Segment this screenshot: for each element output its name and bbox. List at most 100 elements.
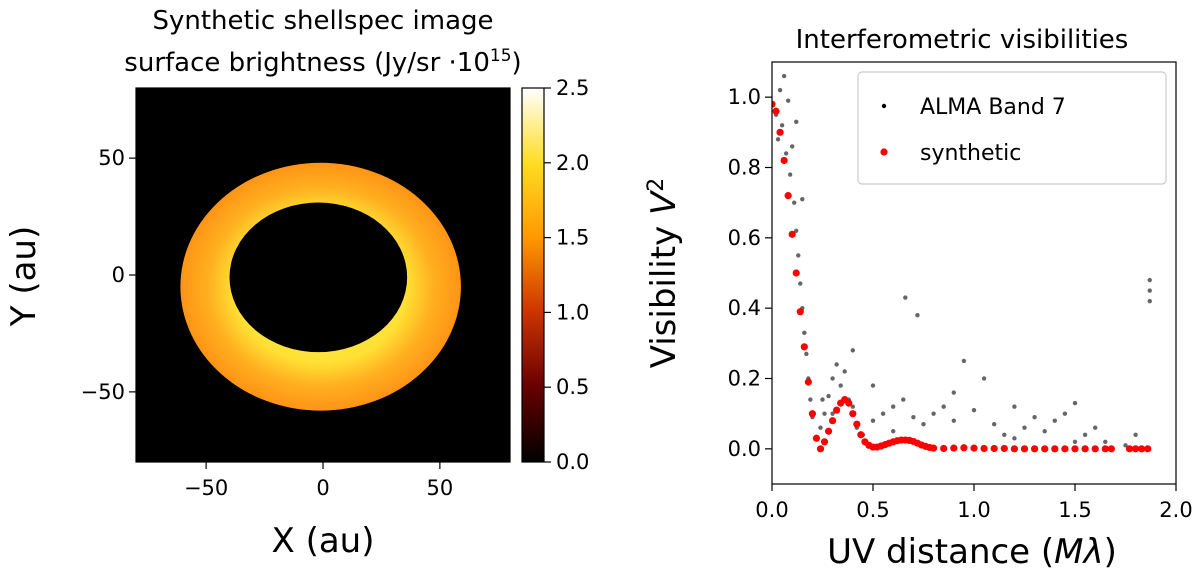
synthetic-point: [1000, 444, 1008, 453]
alma-point: [787, 172, 793, 177]
alma-point: [1103, 439, 1108, 444]
visibility-y-tick-label: 0.6: [728, 226, 761, 250]
visibility-y-tick-label: 0.0: [728, 437, 761, 461]
alma-point: [818, 425, 823, 430]
legend: ALMA Band 7 synthetic: [857, 71, 1167, 185]
alma-point: [951, 390, 956, 395]
image-y-tick-label: 0: [112, 263, 125, 287]
alma-point: [1012, 404, 1017, 409]
colorbar: [521, 87, 545, 463]
visibility-y-tick-label: 0.2: [728, 367, 761, 391]
alma-point: [1022, 425, 1027, 430]
alma-point: [777, 87, 783, 93]
image-title-line1: Synthetic shellspec image: [152, 6, 493, 36]
alma-point: [838, 383, 843, 388]
synthetic-point: [1020, 445, 1029, 453]
alma-point: [1042, 429, 1047, 434]
synthetic-point: [980, 444, 988, 453]
synthetic-point: [829, 417, 837, 425]
synthetic-points: [772, 100, 1152, 453]
synthetic-point: [772, 107, 780, 115]
alma-point: [1147, 298, 1152, 304]
alma-point: [903, 295, 908, 300]
synthetic-point: [1081, 445, 1089, 453]
alma-point: [971, 407, 977, 413]
alma-point: [1147, 288, 1152, 293]
synthetic-point: [792, 269, 800, 277]
visibility-x-tick-label: 2.0: [1159, 498, 1192, 522]
visibility-x-axis-label: UV distance (Mλ): [827, 532, 1117, 572]
alma-point: [951, 418, 956, 423]
alma-point: [1032, 414, 1037, 420]
alma-point: [802, 330, 807, 335]
alma-point: [796, 253, 801, 258]
visibility-x-label-prefix: UV distance (: [827, 532, 1054, 572]
synthetic-point: [853, 420, 861, 428]
colorbar-tick-label: 2.5: [556, 76, 589, 100]
legend-label-alma: ALMA Band 7: [920, 95, 1066, 120]
alma-point: [830, 411, 835, 416]
synthetic-point: [1101, 445, 1109, 453]
alma-point: [1133, 432, 1138, 437]
synthetic-point: [940, 444, 948, 453]
synthetic-point: [1125, 445, 1134, 453]
alma-point: [915, 313, 920, 318]
synthetic-point: [950, 444, 958, 452]
image-y-tick-label: 50: [98, 146, 125, 170]
visibility-y-axis-label: Visibility V2: [644, 178, 685, 369]
synthetic-point: [784, 192, 792, 200]
legend-box: [857, 71, 1167, 185]
synthetic-point: [772, 100, 776, 108]
alma-point: [891, 404, 896, 409]
alma-point: [1052, 418, 1058, 423]
synthetic-point: [990, 444, 998, 453]
alma-point: [1012, 436, 1017, 441]
alma-point: [961, 358, 967, 364]
visibility-x-tick-label: 0.5: [856, 498, 889, 522]
synthetic-point: [1061, 445, 1069, 453]
alma-point: [850, 348, 855, 353]
synthetic-point: [1051, 445, 1059, 453]
alma-point: [798, 281, 803, 286]
legend-label-synthetic: synthetic: [920, 141, 1021, 166]
alma-point: [921, 422, 926, 427]
image-x-axis-label: X (au): [271, 521, 374, 561]
colorbar-tick-label: 1.5: [556, 226, 589, 250]
image-title-line2-prefix: surface brightness (Jy/sr ·10: [124, 48, 490, 78]
alma-point: [850, 404, 855, 409]
synthetic-point: [1138, 445, 1146, 453]
alma-point: [870, 383, 876, 388]
synthetic-point: [816, 445, 825, 453]
visibility-y-tick-label: 0.4: [728, 296, 761, 320]
visibility-y-tick-label: 0.8: [728, 156, 761, 180]
image-panel: Synthetic shellspec image surface bright…: [4, 6, 589, 561]
alma-point: [941, 404, 946, 409]
alma-point: [981, 376, 987, 381]
visibility-x-tick-label: 0.0: [755, 498, 788, 522]
synthetic-point: [824, 427, 833, 435]
synthetic-point: [788, 230, 796, 238]
colorbar-tick-label: 1.0: [556, 300, 589, 324]
image-y-ticks: −50 0 50: [81, 146, 136, 404]
image-x-tick-label: 50: [427, 476, 454, 500]
synthetic-point: [1010, 445, 1019, 453]
alma-point: [794, 119, 799, 124]
brightness-ring: [180, 162, 461, 411]
alma-point: [901, 397, 906, 402]
alma-point: [931, 411, 936, 416]
image-title-line2-exponent: 15: [490, 46, 512, 66]
alma-point: [870, 418, 876, 423]
alma-point: [834, 362, 839, 367]
synthetic-point: [780, 156, 788, 165]
visibility-x-ticks: 0.0 0.5 1.0 1.5 2.0: [755, 484, 1193, 522]
image-title-line2: surface brightness (Jy/sr ·1015): [124, 46, 521, 78]
synthetic-point: [1091, 445, 1099, 453]
synthetic-point: [960, 444, 968, 452]
alma-point: [790, 144, 795, 149]
alma-point: [1062, 411, 1068, 416]
synthetic-point: [776, 128, 784, 136]
synthetic-point: [1107, 445, 1115, 453]
visibility-y-ticks: 0.0 0.2 0.4 0.6 0.8 1.0: [728, 85, 772, 461]
alma-point: [1082, 432, 1088, 437]
synthetic-point: [796, 308, 804, 316]
